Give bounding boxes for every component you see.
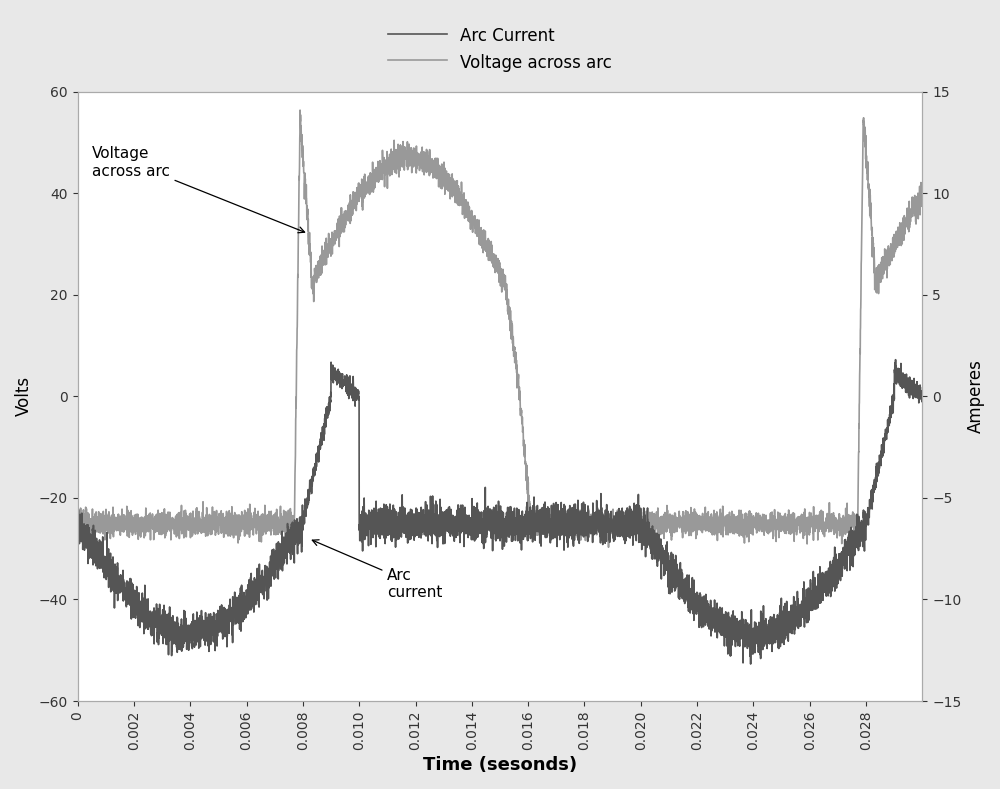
Arc Current — [277, 543, 289, 552]
Text: Voltage
across arc: Voltage across arc — [92, 147, 305, 233]
Legend: Arc Current, Voltage across arc: Arc Current, Voltage across arc — [382, 21, 618, 78]
Y-axis label: Volts: Volts — [15, 376, 33, 417]
Arc Current — [72, 514, 84, 523]
Voltage across arc — [72, 525, 84, 535]
Arc Current — [745, 660, 757, 669]
Text: Arc
current: Arc current — [312, 540, 443, 600]
Voltage across arc — [603, 543, 615, 552]
Arc Current — [890, 355, 902, 365]
Voltage across arc — [916, 196, 928, 206]
Arc Current — [450, 511, 462, 521]
Voltage across arc — [268, 521, 280, 530]
X-axis label: Time (sesonds): Time (sesonds) — [423, 756, 577, 774]
Arc Current — [910, 382, 922, 391]
Arc Current — [268, 562, 280, 571]
Voltage across arc — [294, 106, 306, 115]
Y-axis label: Amperes: Amperes — [967, 359, 985, 433]
Arc Current — [272, 574, 284, 584]
Arc Current — [390, 515, 402, 525]
Arc Current — [916, 397, 928, 406]
Voltage across arc — [277, 524, 289, 533]
Line: Arc Current: Arc Current — [78, 360, 922, 664]
Voltage across arc — [272, 515, 284, 525]
Voltage across arc — [450, 188, 462, 197]
Voltage across arc — [910, 219, 922, 229]
Voltage across arc — [390, 156, 402, 166]
Line: Voltage across arc: Voltage across arc — [78, 110, 922, 548]
